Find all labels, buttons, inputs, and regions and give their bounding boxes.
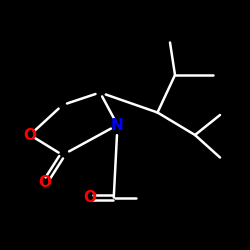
Text: N: N [111, 118, 124, 132]
Text: O: O [38, 175, 52, 190]
Text: O: O [24, 128, 36, 142]
Text: O: O [84, 190, 96, 205]
